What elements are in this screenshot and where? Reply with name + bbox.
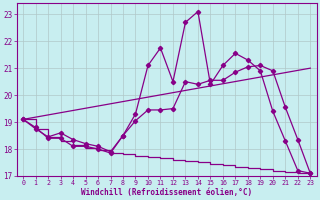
X-axis label: Windchill (Refroidissement éolien,°C): Windchill (Refroidissement éolien,°C) (81, 188, 252, 197)
